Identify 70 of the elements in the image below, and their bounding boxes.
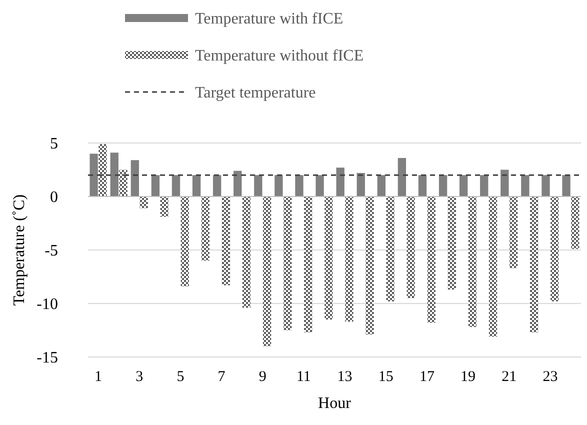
bar (212, 175, 222, 196)
bar (438, 175, 448, 196)
bar (304, 196, 312, 332)
bar (192, 175, 201, 196)
bar (509, 196, 518, 268)
legend-label: Target temperature (195, 84, 316, 102)
bar (377, 175, 386, 196)
bar (542, 175, 550, 196)
bar (418, 175, 427, 196)
bar (180, 196, 189, 286)
bar (427, 196, 436, 323)
bar (295, 175, 304, 196)
bar (530, 196, 538, 332)
bar (172, 175, 180, 196)
bar (406, 196, 415, 298)
bar (459, 175, 468, 196)
bar (130, 160, 139, 196)
bar (398, 158, 406, 196)
y-axis-title: Temperature (˚C) (11, 194, 28, 306)
legend-label: Temperature without fICE (195, 48, 364, 65)
bar (468, 196, 477, 328)
bar (284, 196, 292, 330)
bar (119, 170, 128, 196)
x-tick-label: 19 (460, 369, 476, 385)
bar (366, 196, 374, 335)
y-tick-label: 5 (50, 136, 58, 153)
bar (160, 196, 168, 217)
x-tick-label: 9 (258, 369, 266, 385)
bar (140, 196, 148, 208)
x-tick-label: 5 (176, 369, 184, 385)
x-tick-label: 17 (419, 369, 435, 385)
bar (345, 196, 354, 322)
x-tick-label: 3 (136, 369, 144, 385)
bar (254, 175, 262, 196)
y-tick-label: -5 (44, 242, 58, 260)
bar (274, 175, 283, 196)
x-tick-label: 11 (296, 369, 311, 385)
bar (500, 170, 509, 196)
bar (242, 196, 251, 308)
bar (234, 170, 242, 196)
bar (222, 196, 230, 286)
bar (151, 175, 160, 196)
y-tick-label: -15 (36, 350, 58, 367)
bar (521, 175, 530, 196)
bar (480, 175, 488, 196)
legend-label: Temperature with fICE (195, 10, 344, 28)
bar (324, 196, 333, 320)
bar (562, 175, 570, 196)
x-tick-label: 7 (218, 369, 226, 385)
x-axis-title: Hour (318, 395, 352, 412)
y-tick-label: -10 (36, 296, 58, 314)
bar (550, 196, 559, 302)
bar (262, 196, 272, 346)
bar (110, 152, 118, 196)
y-tick-label: 0 (50, 189, 58, 206)
bar (336, 168, 344, 196)
x-tick-label: 23 (542, 369, 558, 385)
x-tick-label: 1 (94, 369, 102, 385)
bar (448, 196, 456, 290)
bar (386, 196, 394, 302)
bar (316, 175, 324, 196)
bar (356, 172, 365, 196)
x-tick-label: 21 (502, 369, 517, 385)
bar (90, 154, 98, 196)
bar (488, 196, 498, 337)
x-tick-label: 15 (378, 369, 394, 385)
bar (571, 196, 580, 249)
bar (98, 144, 107, 196)
x-tick-label: 13 (337, 369, 352, 385)
bar (201, 196, 210, 261)
